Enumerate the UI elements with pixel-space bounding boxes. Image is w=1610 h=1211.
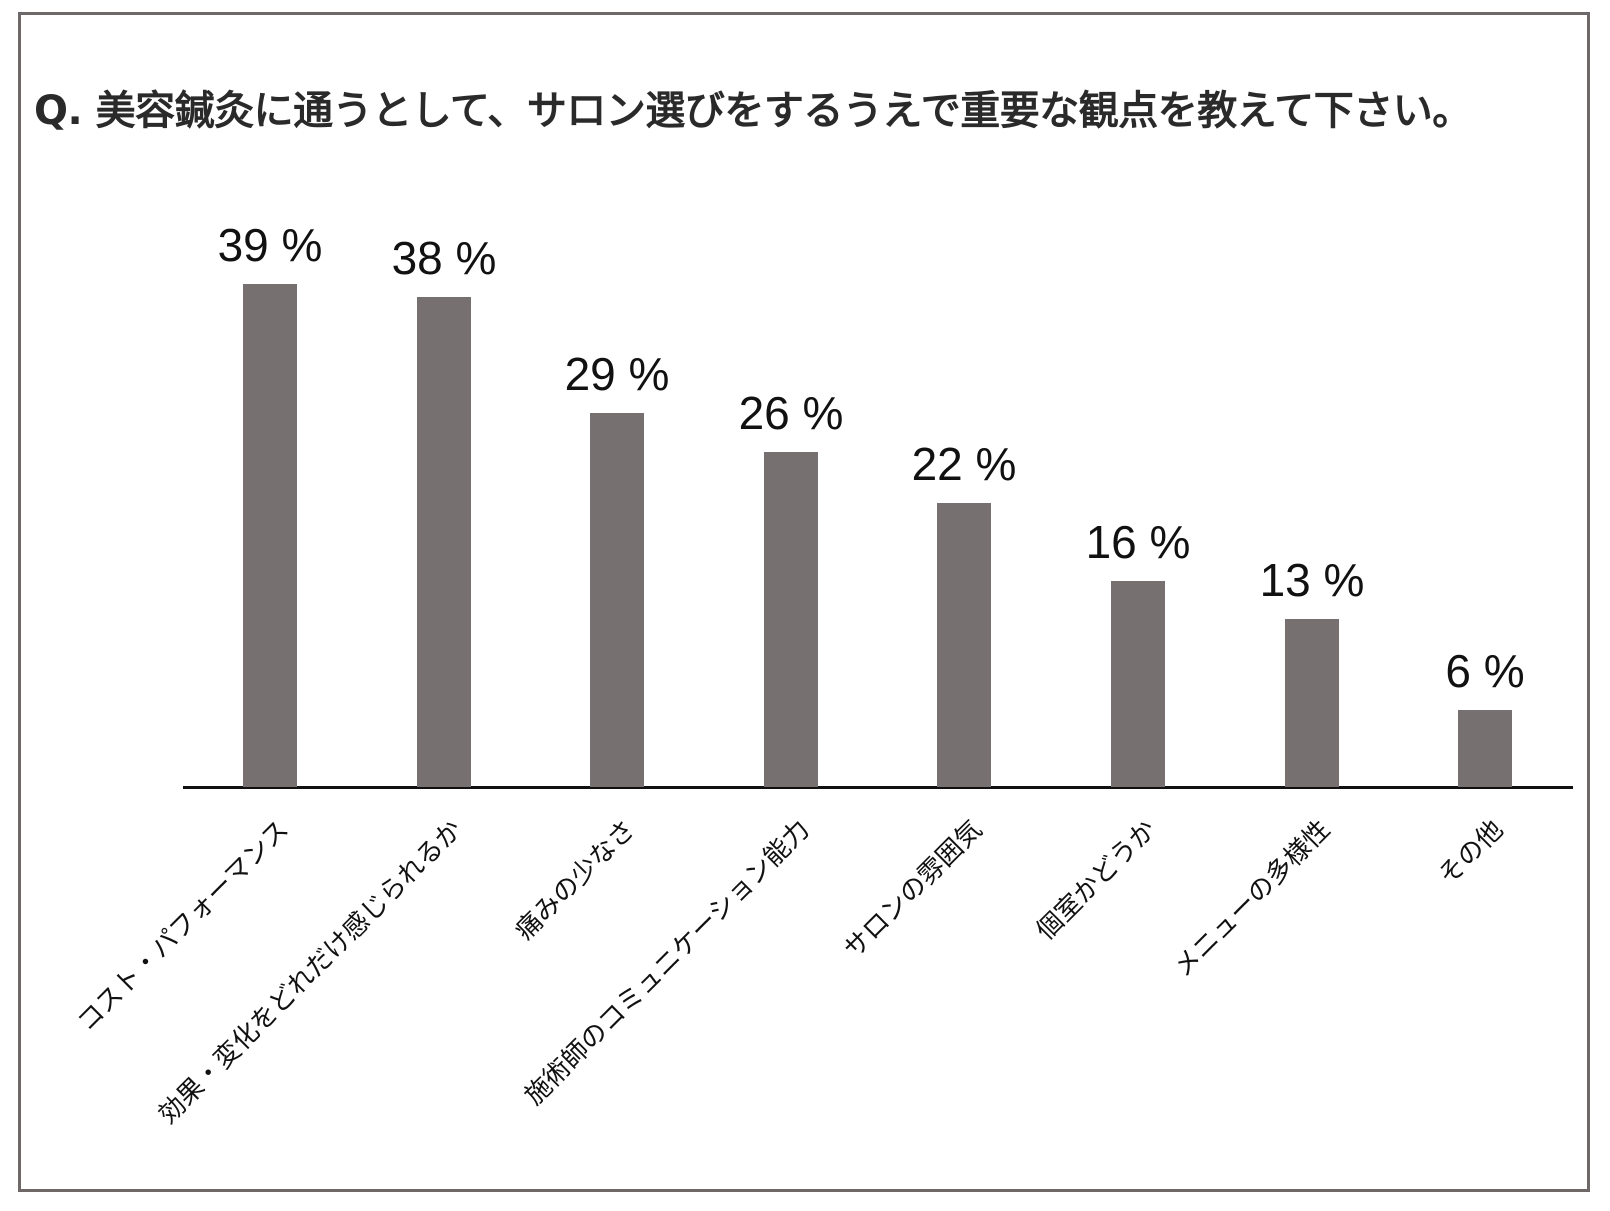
bar bbox=[590, 413, 644, 787]
bar bbox=[937, 503, 991, 787]
bar bbox=[243, 284, 297, 787]
x-axis-line bbox=[183, 786, 1573, 789]
bar bbox=[1458, 710, 1512, 787]
bar-value-label: 13 % bbox=[1259, 554, 1365, 606]
bar bbox=[1285, 619, 1339, 787]
bar-value-label: 39 % bbox=[217, 219, 323, 271]
bar-value-label: 16 % bbox=[1085, 516, 1191, 568]
bar-value-label: 22 % bbox=[911, 438, 1017, 490]
bar-value-label: 26 % bbox=[738, 387, 844, 439]
chart-title: Q. 美容鍼灸に通うとして、サロン選びをするうえで重要な観点を教えて下さい。 bbox=[34, 88, 1472, 134]
bar-value-label: 29 % bbox=[564, 348, 670, 400]
bar-value-label: 38 % bbox=[391, 232, 497, 284]
bar bbox=[1111, 581, 1165, 787]
bar bbox=[417, 297, 471, 787]
bar-value-label: 6 % bbox=[1445, 645, 1525, 697]
bar bbox=[764, 452, 818, 787]
